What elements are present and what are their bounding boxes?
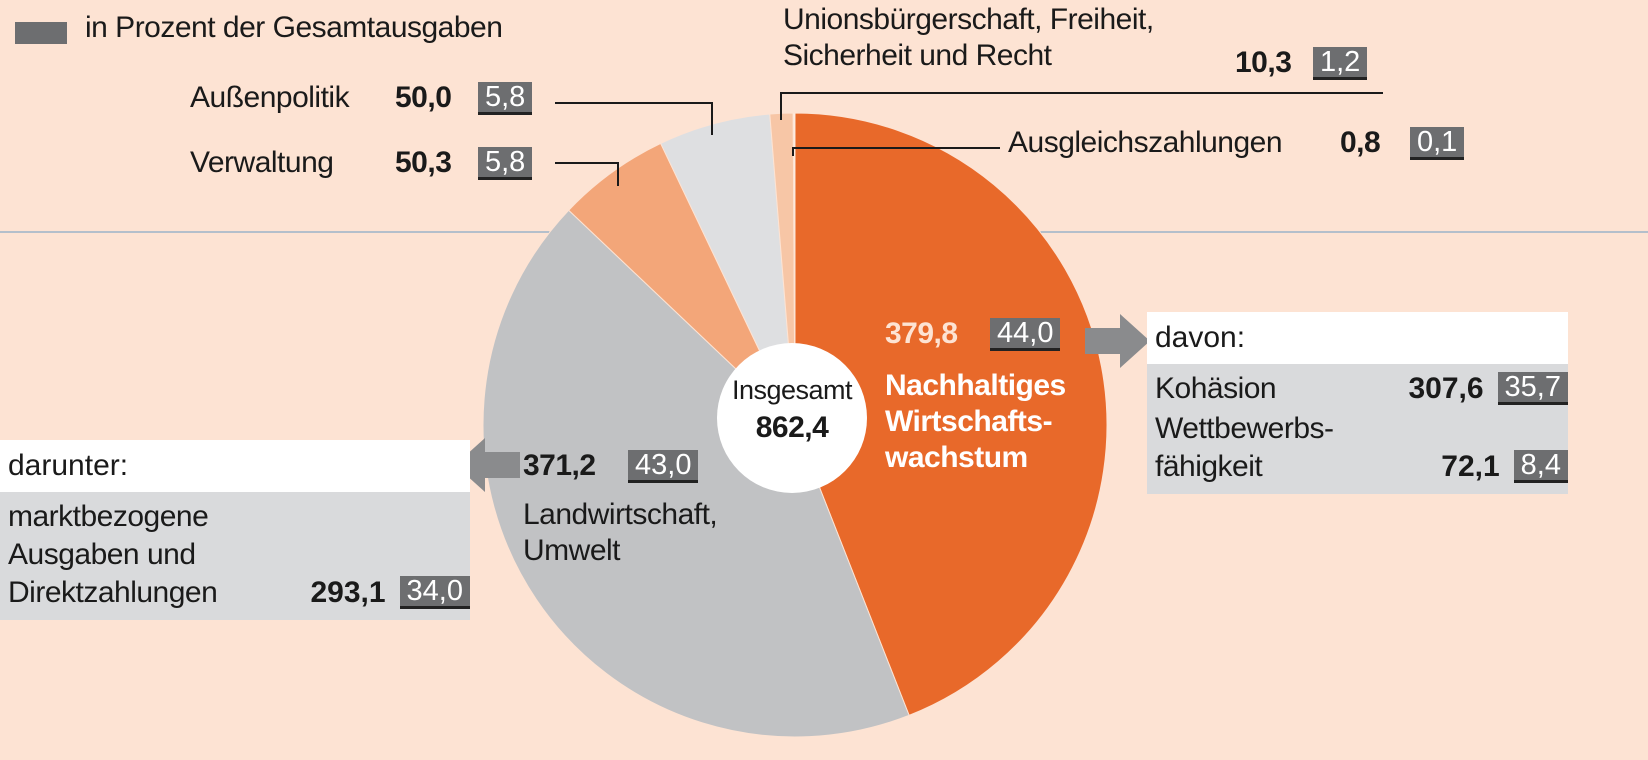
item-value: 72,1 (1441, 450, 1500, 483)
percent-label: 5,8 (478, 147, 533, 180)
slice-label: Unionsbürgerschaft, Freiheit, Sicherheit… (783, 3, 1154, 72)
breakdown-row: Wettbewerbs- fähigkeit 72,1 8,4 (1155, 410, 1568, 486)
breakdown-row: marktbezogene Ausgaben und Direktzahlung… (8, 498, 470, 612)
percent-label: 1,2 (1313, 47, 1368, 80)
arrow (1085, 314, 1150, 368)
breakdown: davon: Kohäsion 307,6 35,7 Wettbewerbs- fähi… (1147, 312, 1568, 494)
center-label: Insgesamt (731, 375, 853, 405)
legend-swatch (15, 22, 67, 44)
slice-label: Landwirtschaft, Umwelt (523, 498, 718, 567)
leader-lines (555, 92, 1383, 186)
item-value: 307,6 (1408, 372, 1484, 405)
legend-label: in Prozent der Gesamtausgaben (85, 11, 503, 44)
value-label: 50,3 (395, 146, 452, 179)
breakdown: darunter: marktbezogene Ausgaben und Dire… (0, 440, 470, 620)
value-label: 50,0 (395, 81, 452, 114)
item-label: Wettbewerbs- fähigkeit (1155, 412, 1334, 483)
percent-label: 0,1 (1410, 127, 1465, 160)
item-percent: 34,0 (399, 576, 470, 609)
percent-label: 5,8 (478, 82, 533, 115)
breakdown-heading: darunter: (0, 440, 470, 492)
breakdown-body: Kohäsion 307,6 35,7 Wettbewerbs- fähigkeit 7… (1147, 364, 1568, 494)
center-circle (717, 343, 867, 493)
item-percent: 35,7 (1497, 372, 1568, 405)
value-label: 0,8 (1340, 126, 1381, 159)
leader-line (555, 102, 713, 135)
breakdown-body: marktbezogene Ausgaben und Direktzahlung… (0, 492, 470, 620)
arrow (455, 438, 520, 492)
leader-line (792, 147, 1000, 156)
value-label: 379,8 (885, 317, 958, 350)
slice-label: Außenpolitik (190, 81, 350, 114)
slice-label: Ausgleichszahlungen (1008, 126, 1283, 159)
leader-line (555, 162, 619, 186)
item-value: 293,1 (310, 576, 386, 609)
slice-label: Verwaltung (190, 146, 334, 179)
percent-label: 43,0 (628, 450, 699, 483)
leader-line (780, 92, 1383, 120)
value-label: 371,2 (523, 449, 596, 482)
slice (794, 112, 1108, 717)
slice-label: Nachhaltiges Wirtschafts- wachstum (885, 369, 1066, 474)
breakdown-row: Kohäsion 307,6 35,7 (1155, 370, 1568, 408)
item-label: Kohäsion (1155, 372, 1277, 405)
item-label: marktbezogene Ausgaben und Direktzahlung… (8, 500, 218, 609)
total: 862,4 (755, 411, 829, 444)
percent-label: 44,0 (990, 318, 1061, 351)
breakdown-heading: davon: (1147, 312, 1568, 364)
value-label: 10,3 (1235, 46, 1292, 79)
item-percent: 8,4 (1513, 450, 1568, 483)
